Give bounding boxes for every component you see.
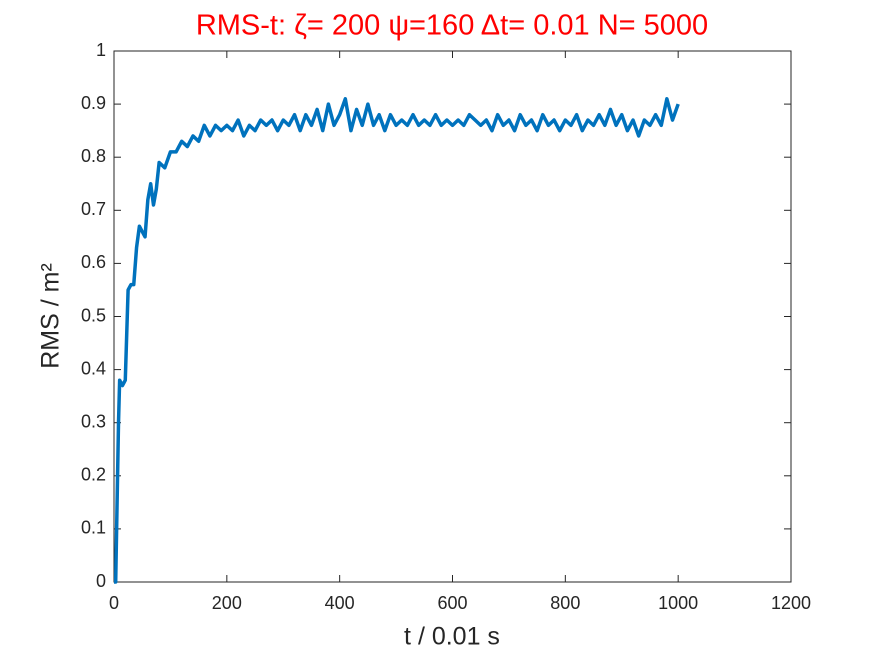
y-tick-label: 0.3 [81,411,106,431]
x-tick-label: 400 [325,593,355,613]
y-tick-label: 0 [96,571,106,591]
y-tick-label: 0.7 [81,199,106,219]
data-line [113,97,680,584]
x-axis-label: t / 0.01 s [404,623,500,651]
y-tick-label: 0.5 [81,305,106,325]
y-tick-label: 0.1 [81,518,106,538]
y-tick-label: 0.4 [81,358,106,378]
x-tick-label: 200 [212,593,242,613]
y-tick-label: 0.6 [81,252,106,272]
x-tick-label: 600 [437,593,467,613]
y-axis-label: RMS / m² [37,263,65,369]
y-tick-label: 0.9 [81,93,106,113]
y-tick-label: 0.8 [81,146,106,166]
x-tick-label: 1200 [771,593,811,613]
x-tick-label: 800 [550,593,580,613]
y-tick-label: 0.2 [81,465,106,485]
y-tick-label: 1 [96,40,106,60]
axes-box [113,50,792,583]
x-tick-label: 0 [109,593,119,613]
x-tick-label: 1000 [658,593,698,613]
chart-title: RMS-t: ζ= 200 ψ=160 Δt= 0.01 N= 5000 [196,10,708,42]
